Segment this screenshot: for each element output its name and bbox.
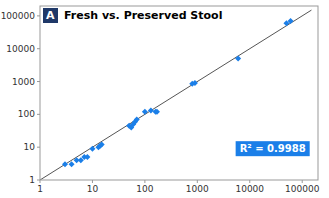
x-tick-label: 1000 <box>186 184 209 194</box>
y-tick-label: 1 <box>29 175 35 185</box>
x-tick <box>92 180 93 183</box>
panel-label-box <box>43 8 58 23</box>
x-tick-label: 1 <box>37 184 43 194</box>
x-tick-label: 100000 <box>285 184 320 194</box>
y-tick-label: 100 <box>18 109 35 119</box>
r2-annotation: R² = 0.9988 <box>236 141 310 156</box>
point <box>288 18 294 24</box>
y-tick <box>37 180 40 181</box>
y-tick <box>37 147 40 148</box>
y-tick <box>37 15 40 16</box>
point <box>99 142 105 148</box>
y-tick-label: 1000 <box>12 77 35 87</box>
x-tick-label: 100 <box>136 184 153 194</box>
point <box>142 109 148 115</box>
point <box>235 56 241 62</box>
x-tick-label: 10000 <box>235 184 264 194</box>
r2-box <box>236 141 310 156</box>
y-tick-label: 10000 <box>6 44 35 54</box>
point <box>154 109 160 115</box>
panel-label: A <box>43 8 58 23</box>
point <box>134 116 140 122</box>
x-tick-label: 10 <box>87 184 99 194</box>
frame <box>40 6 318 180</box>
point <box>62 161 68 167</box>
y-tick-label: 10 <box>24 142 36 152</box>
marks <box>40 10 311 180</box>
point <box>69 161 75 167</box>
x-tick <box>249 180 250 183</box>
y-tick <box>37 81 40 82</box>
chart: 1 10 100 1000 10000 100000 1 10 100 1000 10000 1000… <box>0 0 329 198</box>
y-tick <box>37 114 40 115</box>
x-tick <box>302 180 303 183</box>
x-tick <box>144 180 145 183</box>
r2-text: R² = 0.9988 <box>240 143 306 154</box>
y-tick <box>37 48 40 49</box>
plot-area <box>40 6 318 180</box>
x-tick <box>197 180 198 183</box>
panel-label-text: A <box>46 9 55 22</box>
point <box>192 80 198 86</box>
y-tick-label: 100000 <box>1 11 36 21</box>
trend-line <box>40 10 311 180</box>
point <box>89 146 95 152</box>
title: Fresh vs. Preserved Stool <box>64 9 222 22</box>
point <box>148 108 154 114</box>
point <box>84 154 90 160</box>
